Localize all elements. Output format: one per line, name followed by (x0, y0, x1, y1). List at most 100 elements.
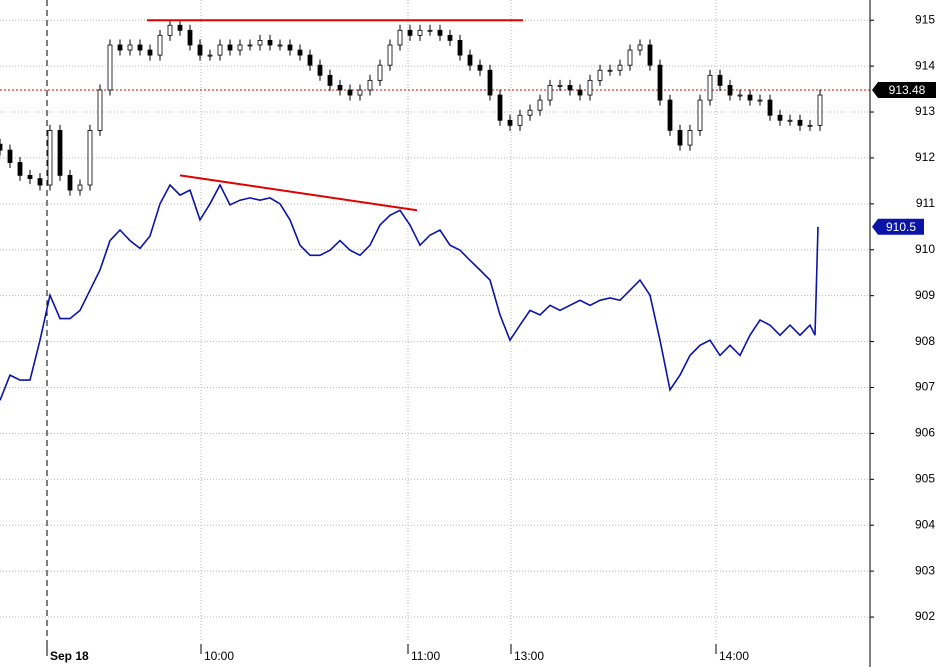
y-tick-label: 910 (915, 242, 935, 256)
candle-body (647, 44, 653, 66)
candle-body (487, 69, 493, 96)
candle-body (27, 174, 33, 179)
y-tick-label: 907 (915, 380, 935, 394)
y-tick-label: 906 (915, 426, 935, 440)
candle-body (377, 64, 383, 81)
candle-body (237, 44, 243, 51)
x-tick-label: 13:00 (514, 649, 544, 663)
candle-body (527, 109, 533, 116)
candle-body (537, 99, 543, 111)
candle-body (127, 44, 133, 51)
candle-body (177, 24, 183, 31)
y-tick-label: 914 (915, 58, 935, 72)
candle-body (547, 84, 553, 101)
candle-body (457, 40, 463, 56)
candle-body (747, 94, 753, 101)
candle-body (327, 74, 333, 86)
candle-body (477, 64, 483, 71)
candle-body (817, 94, 823, 126)
candle-body (427, 29, 433, 32)
candle-body (37, 178, 43, 186)
candle-body (787, 119, 793, 122)
candle-body (707, 74, 713, 101)
candle-body (607, 69, 613, 72)
candle-body (47, 129, 53, 186)
candle-body (517, 114, 523, 126)
candle-body (87, 129, 93, 186)
candle-body (17, 162, 23, 176)
candle-body (667, 99, 673, 131)
x-tick-label: 11:00 (411, 649, 440, 663)
candle-body (557, 84, 563, 87)
candle-body (307, 54, 313, 66)
candle-body (657, 64, 663, 101)
candle-body (207, 54, 213, 57)
candle-body (567, 84, 573, 91)
last-value-badge (872, 218, 924, 235)
candle-body (0, 143, 3, 151)
candle-body (617, 64, 623, 71)
y-tick-label: 911 (916, 196, 935, 210)
candle-body (777, 114, 783, 121)
x-tick-label: 10:00 (204, 649, 234, 663)
y-tick-label: 913 (915, 104, 935, 118)
candle-body (167, 24, 173, 36)
candle-body (767, 99, 773, 116)
candle-body (337, 84, 343, 91)
candle-body (287, 44, 293, 51)
candle-body (397, 29, 403, 46)
y-tick-label: 905 (915, 471, 935, 485)
candle-body (497, 94, 503, 121)
candle-body (117, 44, 123, 51)
y-tick-label: 915 (915, 12, 935, 26)
x-tick-label: 14:00 (719, 649, 749, 663)
candle-body (797, 119, 803, 126)
last-value-label: 910.5 (886, 220, 916, 234)
candle-body (107, 44, 113, 91)
candle-body (637, 44, 643, 51)
candle-body (717, 74, 723, 86)
candle-body (317, 64, 323, 76)
candle-body (217, 44, 223, 56)
candle-body (297, 49, 303, 56)
y-tick-label: 904 (915, 517, 935, 531)
candle-body (227, 44, 233, 51)
x-tick-label: Sep 18 (50, 649, 89, 663)
candle-body (447, 34, 453, 41)
candle-body (727, 84, 733, 96)
y-tick-label: 909 (915, 288, 935, 302)
candle-body (57, 129, 63, 176)
candle-body (507, 119, 513, 126)
candle-body (677, 129, 683, 146)
candle-body (387, 44, 393, 66)
last-value-badge (872, 81, 936, 98)
candle-body (7, 149, 13, 163)
candle-body (697, 99, 703, 131)
candle-body (577, 89, 583, 96)
candle-body (187, 29, 193, 46)
candle-body (807, 124, 813, 127)
y-tick-label: 903 (915, 563, 935, 577)
candle-body (407, 29, 413, 36)
candle-body (67, 174, 73, 191)
candle-body (147, 49, 153, 56)
candle-body (157, 34, 163, 56)
candle-body (97, 89, 103, 131)
candle-body (257, 40, 263, 46)
y-tick-label: 908 (915, 334, 935, 348)
candle-body (597, 69, 603, 81)
candle-body (417, 29, 423, 36)
trendline (179, 174, 418, 212)
candle-body (587, 79, 593, 96)
candle-body (367, 79, 373, 91)
candle-body (277, 44, 283, 47)
candle-body (627, 49, 633, 66)
last-value-label: 913.48 (889, 83, 926, 97)
candle-body (687, 129, 693, 146)
candle-body (267, 40, 273, 46)
candle-body (77, 184, 83, 191)
candle-body (757, 99, 763, 102)
candle-body (137, 44, 143, 51)
candle-body (347, 89, 353, 96)
